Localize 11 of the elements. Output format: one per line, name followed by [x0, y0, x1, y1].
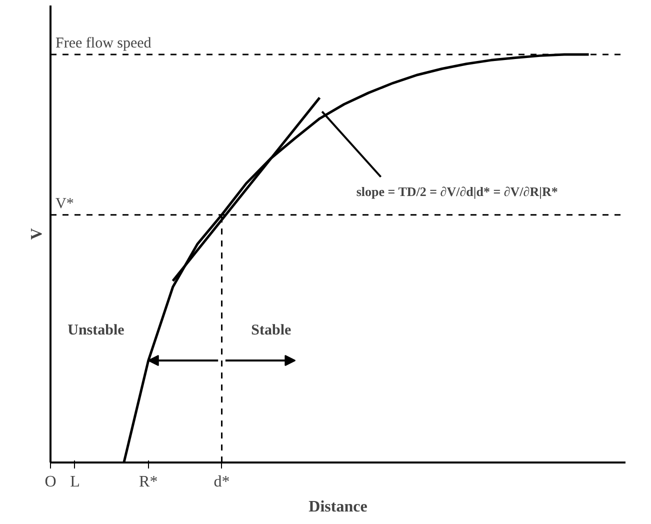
- x-axis-title: Distance: [308, 498, 368, 516]
- annotation: Stable: [251, 322, 292, 338]
- ref-line-label: V*: [56, 196, 74, 212]
- y-axis-title: V: [28, 228, 46, 240]
- ref-line-label: Free flow speed: [56, 35, 152, 52]
- x-tick-label: O: [44, 474, 56, 490]
- x-tick-label: L: [70, 474, 80, 490]
- annotation: Unstable: [68, 322, 125, 338]
- x-tick-label: d*: [214, 474, 230, 490]
- annotation: slope = TD/2 = ∂V/∂d|d* = ∂V/∂R|R*: [356, 184, 558, 199]
- x-tick-label: R*: [139, 474, 158, 490]
